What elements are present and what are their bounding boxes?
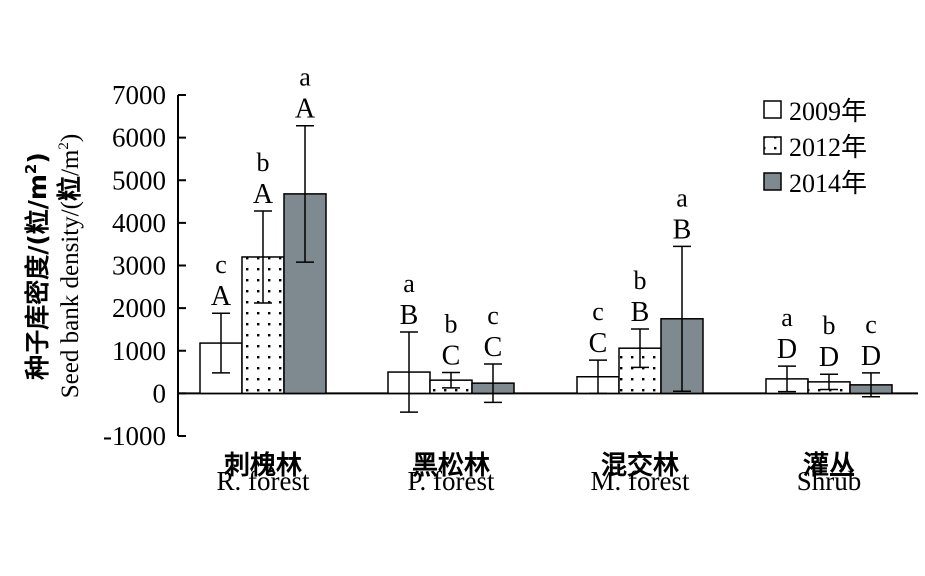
legend-swatch — [763, 136, 782, 155]
legend: 2009年 2012年 2014年 — [763, 97, 867, 198]
x-category-cn: 混交林 — [601, 450, 679, 481]
y-axis-title-cn: 种子库密度/(粒/m — [23, 174, 52, 380]
significance-lower: b — [445, 309, 458, 338]
significance-upper: C — [589, 328, 608, 359]
y-tick-label: 7000 — [112, 80, 166, 110]
significance-lower: c — [487, 301, 499, 330]
y-tick-label: 3000 — [112, 251, 166, 281]
y-axis-title-en: Seed bank density — [57, 216, 84, 398]
significance-upper: D — [819, 342, 839, 373]
y-tick-label: 2000 — [112, 293, 166, 323]
y-axis-title-cn-sup: 2 — [22, 164, 40, 174]
x-category-en: R. forest — [217, 466, 310, 496]
significance-lower: b — [823, 311, 836, 340]
legend-label: 2009年 — [789, 97, 867, 126]
y-tick-label: 0 — [153, 378, 167, 408]
svg-text:种子库密度/(粒/m2): 种子库密度/(粒/m2) — [22, 152, 52, 380]
significance-upper: B — [400, 300, 419, 331]
legend-label: 2012年 — [789, 133, 867, 162]
significance-lower: a — [676, 183, 688, 212]
plot-area: -100001000200030004000500060007000AcAbAa… — [103, 63, 918, 496]
significance-upper: D — [861, 341, 881, 372]
y-axis-title: 种子库密度/(粒/m2) Seed bank density/(粒/m2) — [22, 134, 84, 398]
y-tick-label: 4000 — [112, 208, 166, 238]
y-tick-label: 1000 — [112, 336, 166, 366]
x-category-cn: 黑松林 — [412, 451, 490, 481]
x-category-en: M. forest — [591, 466, 690, 496]
y-axis-title-cn-close: ) — [23, 152, 52, 163]
significance-upper: B — [631, 297, 650, 328]
significance-upper: A — [295, 94, 316, 125]
x-category-cn: 灌丛 — [803, 451, 855, 481]
significance-upper: C — [442, 340, 461, 371]
y-tick-label: -1000 — [103, 421, 166, 451]
y-tick-label: 6000 — [112, 123, 166, 153]
significance-lower: b — [634, 266, 647, 295]
significance-lower: b — [257, 148, 270, 177]
legend-swatch — [763, 100, 782, 119]
y-tick-label: 5000 — [112, 165, 166, 195]
legend-label: 2014年 — [789, 169, 867, 198]
x-category-en: Shrub — [797, 466, 862, 496]
significance-lower: a — [299, 63, 311, 92]
x-category-cn: 刺槐林 — [224, 451, 302, 481]
significance-upper: A — [253, 179, 274, 210]
significance-upper: C — [484, 332, 503, 363]
significance-upper: D — [777, 334, 797, 365]
legend-swatch — [763, 172, 782, 191]
significance-lower: a — [781, 303, 793, 332]
significance-lower: c — [592, 297, 604, 326]
svg-text:Seed bank density/(粒/m2): Seed bank density/(粒/m2) — [55, 134, 84, 398]
significance-lower: c — [215, 250, 227, 279]
significance-lower: c — [865, 310, 877, 339]
significance-lower: a — [403, 269, 415, 298]
x-category-en: P. forest — [408, 466, 495, 496]
significance-upper: B — [673, 214, 692, 245]
significance-upper: A — [211, 281, 232, 312]
